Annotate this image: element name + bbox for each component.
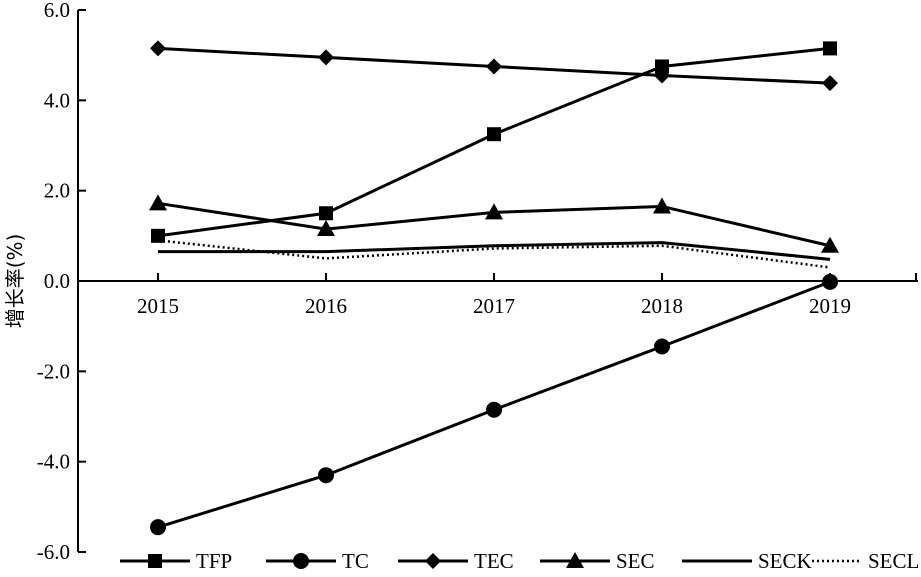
data-point-tfp (823, 41, 837, 56)
data-point-tec (318, 49, 334, 66)
legend-marker-sec (566, 552, 584, 568)
series-line-seck (158, 241, 831, 261)
y-tick-label: 0.0 (44, 269, 70, 293)
data-point-tc (654, 338, 670, 355)
data-point-tec (654, 67, 670, 84)
y-tick-label: -6.0 (37, 540, 70, 564)
legend-marker-tfp (148, 554, 162, 568)
legend-label-tfp: TFP (196, 549, 232, 572)
data-point-tc (150, 519, 166, 536)
data-point-sec (149, 194, 167, 211)
x-tick-label: 2017 (473, 294, 515, 318)
data-point-sec (653, 197, 671, 214)
x-tick-label: 2015 (137, 294, 179, 318)
y-tick-label: 2.0 (44, 179, 70, 203)
y-axis-title: 增长率(%) (3, 234, 27, 329)
legend-label-seck: SECK (758, 549, 812, 572)
legend-label-tc: TC (342, 549, 369, 572)
data-point-tc (486, 401, 502, 418)
y-tick-label: 6.0 (44, 0, 70, 22)
data-point-sec (485, 203, 503, 220)
data-point-tec (822, 75, 838, 92)
data-point-tfp (319, 206, 333, 221)
x-tick-label: 2016 (305, 294, 347, 318)
legend-label-tec: TEC (474, 549, 514, 572)
legend-label-sec: SEC (616, 549, 655, 572)
data-point-sec (821, 236, 839, 253)
x-tick-label: 2019 (809, 294, 851, 318)
y-tick-label: 4.0 (44, 88, 70, 112)
y-tick-label: -2.0 (37, 359, 70, 383)
y-tick-label: -4.0 (37, 450, 70, 474)
legend-marker-tc (293, 553, 309, 569)
data-point-tfp (487, 127, 501, 142)
data-point-tc (318, 467, 334, 484)
data-point-tc (822, 273, 838, 290)
data-point-tfp (655, 59, 669, 74)
data-point-sec (317, 220, 335, 237)
legend-label-secl: SECL (868, 549, 919, 572)
data-point-tec (486, 58, 502, 75)
x-tick-label: 2018 (641, 294, 683, 318)
series-line-secl (157, 239, 831, 269)
data-point-tec (150, 40, 166, 57)
data-point-tfp (151, 228, 165, 243)
legend-marker-tec (425, 553, 441, 569)
